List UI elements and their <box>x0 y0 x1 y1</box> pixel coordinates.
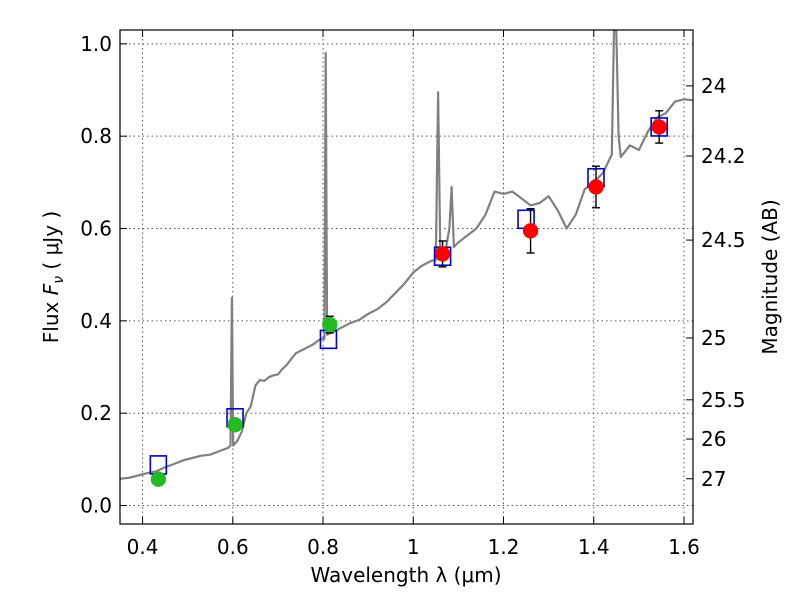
x-tick-label-0: 0.4 <box>127 535 159 559</box>
y2-axis: 24 24.2 24.5 25 25.5 26 27 <box>686 74 746 491</box>
data-point-optical-0 <box>150 471 167 487</box>
y2-tick-label-0: 24 <box>701 74 726 98</box>
x-tick-label-6: 1.6 <box>668 535 700 559</box>
x-tick-label-2: 0.8 <box>307 535 339 559</box>
data-point-optical-2 <box>322 316 338 333</box>
y2-tick-label-1: 24.2 <box>701 144 746 168</box>
y-axis-title-symbol: F <box>39 283 63 295</box>
x-axis: 0.4 0.6 0.8 1 1.2 1.4 1.6 <box>127 30 700 559</box>
y-axis-title-suffix: ( μJy ) <box>39 211 63 276</box>
y-tick-label-5: 1.0 <box>80 32 112 56</box>
y-axis-title: Flux Fν ( μJy ) <box>39 211 67 343</box>
y2-axis-title: Magnitude (AB) <box>758 199 782 354</box>
y-axis-title-prefix: Flux <box>39 295 63 343</box>
x-tick-label-1: 0.6 <box>217 535 249 559</box>
data-point-near-infrared-0 <box>434 246 451 262</box>
x-tick-label-3: 1 <box>407 535 420 559</box>
x-axis-title: Wavelength λ (μm) <box>310 563 501 587</box>
data-point-optical-1 <box>227 416 243 433</box>
y-axis: 0.0 0.2 0.4 0.6 0.8 1.0 <box>80 32 127 518</box>
data-point-near-infrared-2 <box>588 179 604 195</box>
grid <box>120 30 693 524</box>
y2-tick-label-6: 27 <box>701 467 726 491</box>
plot-frame <box>119 29 694 525</box>
y-axis-title-subscript: ν <box>51 276 67 284</box>
plot-content <box>120 30 693 487</box>
y-tick-label-3: 0.6 <box>80 217 112 241</box>
y2-tick-label-2: 24.5 <box>701 228 746 252</box>
data-point-near-infrared-3 <box>651 119 667 135</box>
data-point-near-infrared-1 <box>522 223 539 239</box>
y-tick-label-1: 0.2 <box>80 401 112 425</box>
y-tick-label-4: 0.8 <box>80 124 112 148</box>
y2-tick-label-3: 25 <box>701 326 726 350</box>
y2-tick-label-5: 26 <box>701 427 726 451</box>
x-tick-label-4: 1.2 <box>488 535 520 559</box>
x-tick-label-5: 1.4 <box>578 535 610 559</box>
y2-tick-label-4: 25.5 <box>701 388 746 412</box>
y-tick-label-2: 0.4 <box>80 309 112 333</box>
y-tick-label-0: 0.0 <box>80 494 112 518</box>
